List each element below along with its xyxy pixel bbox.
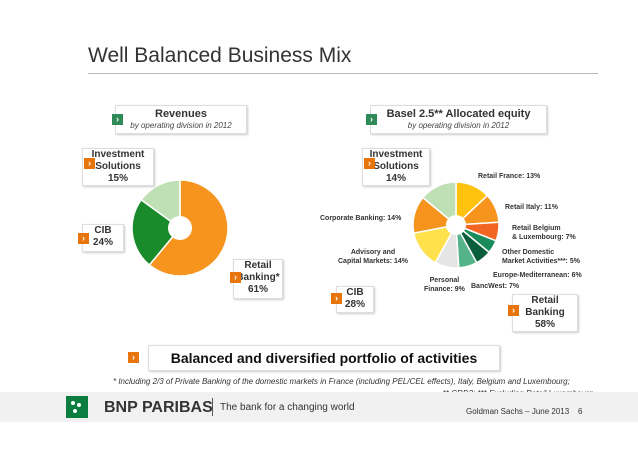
revenues-subtitle: by operating division in 2012 — [130, 121, 232, 130]
footnote-line1: * Including 2/3 of Private Banking of th… — [113, 377, 570, 386]
footer-bar — [0, 392, 638, 422]
bnp-logo-icon — [66, 396, 88, 418]
chevron-right-icon: › — [128, 352, 139, 363]
brand-tagline: The bank for a changing world — [220, 402, 355, 413]
equity-subtitle: by operating division in 2012 — [407, 121, 510, 130]
label-retail-banking-right: Retail Banking 58% — [512, 294, 578, 332]
equity-header: Basel 2.5** Allocated equity by operatin… — [370, 105, 547, 134]
page-number: 6 — [578, 407, 583, 416]
seg-label-retail-belgium: Retail Belgium & Luxembourg: 7% — [512, 225, 576, 241]
chevron-right-icon: › — [84, 158, 95, 169]
seg-label-retail-italy: Retail Italy: 11% — [505, 204, 558, 211]
banner: Balanced and diversified portfolio of ac… — [148, 345, 500, 371]
chevron-right-icon: › — [112, 114, 123, 125]
chevron-right-icon: › — [230, 272, 241, 283]
chevron-right-icon: › — [78, 233, 89, 244]
chevron-right-icon: › — [366, 114, 377, 125]
title-divider — [88, 73, 598, 74]
label-cib-right: CIB 28% — [336, 286, 374, 313]
event-label: Goldman Sachs – June 2013 — [466, 407, 570, 416]
label-investment-solutions-left: Investment Solutions 15% — [82, 148, 154, 186]
footer-separator — [212, 398, 213, 416]
equity-title: Basel 2.5** Allocated equity — [386, 108, 531, 120]
seg-label-personal-finance: Personal Finance: 9% — [424, 277, 465, 293]
seg-label-bancwest: BancWest: 7% — [471, 283, 520, 290]
donut-hole — [446, 215, 466, 235]
revenues-title: Revenues — [155, 108, 207, 120]
chevron-right-icon: › — [331, 293, 342, 304]
revenues-header: Revenues by operating division in 2012 — [115, 105, 247, 134]
pie-slice-9 — [421, 182, 457, 227]
brand-name: BNP PARIBAS — [104, 399, 213, 416]
pie-slice-2 — [140, 180, 181, 230]
seg-label-advisory: Advisory and Capital Markets: 14% — [338, 249, 409, 265]
revenues-pie-chart — [132, 180, 228, 276]
seg-label-europe-med: Europe-Mediterranean: 6% — [493, 272, 582, 279]
seg-label-corporate-banking: Corporate Banking: 14% — [320, 215, 402, 222]
chevron-right-icon: › — [508, 305, 519, 316]
donut-hole — [168, 216, 192, 240]
pie-slice-1 — [132, 198, 182, 267]
slide-title: Well Balanced Business Mix — [88, 44, 352, 67]
chevron-right-icon: › — [364, 158, 375, 169]
seg-label-other-domestic: Other Domestic Market Activities***: 5% — [502, 249, 580, 265]
label-retail-banking-left: Retail Banking* 61% — [233, 259, 283, 299]
equity-pie-chart — [413, 182, 499, 268]
seg-label-retail-france: Retail France: 13% — [478, 173, 541, 180]
